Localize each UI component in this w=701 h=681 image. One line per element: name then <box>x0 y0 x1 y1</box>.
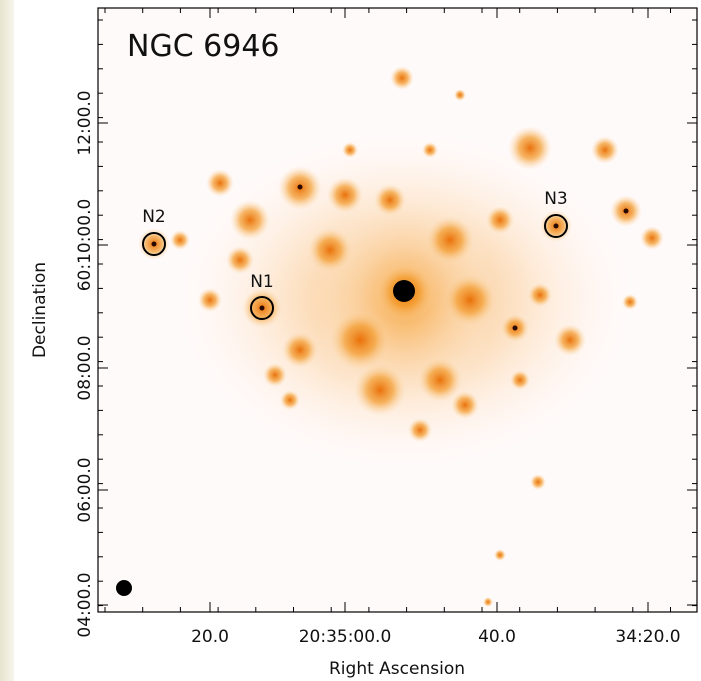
x-tick-label: 20.0 <box>191 627 229 647</box>
emission-blob <box>342 142 358 158</box>
y-axis-label: Declination <box>30 262 50 358</box>
x-axis-label: Right Ascension <box>329 659 465 679</box>
emission-blob <box>308 228 352 272</box>
x-tick-label: 34:20.0 <box>615 627 680 647</box>
y-tick-label: 08:00.0 <box>75 335 95 400</box>
emission-blob <box>198 288 222 312</box>
emission-blob <box>263 363 287 387</box>
emission-blob <box>327 177 363 213</box>
source-circle <box>142 232 166 256</box>
galaxy-image <box>138 66 664 607</box>
emission-blob <box>508 126 552 170</box>
emission-blob <box>530 474 546 490</box>
emission-blob <box>354 364 406 416</box>
compact-source <box>297 184 303 190</box>
emission-blob <box>510 370 530 390</box>
emission-blob <box>554 324 586 356</box>
compact-source <box>151 241 157 247</box>
compact-source <box>623 208 629 214</box>
compact-source <box>512 325 518 331</box>
emission-blob <box>486 206 514 234</box>
emission-blob <box>444 274 496 326</box>
source-label: N2 <box>142 207 166 227</box>
source-circle <box>544 214 568 238</box>
x-tick-label: 40.0 <box>478 627 516 647</box>
emission-blob <box>426 216 474 264</box>
emission-blob <box>528 283 552 307</box>
source-circles <box>142 214 568 320</box>
source-label: N1 <box>250 272 274 292</box>
emission-blob <box>282 332 318 368</box>
emission-blob <box>330 310 390 370</box>
emission-blob <box>494 549 506 561</box>
emission-blob <box>226 246 254 274</box>
emission-blob <box>640 226 664 250</box>
emission-blob <box>451 391 479 419</box>
emission-blob <box>408 418 432 442</box>
emission-blob <box>374 184 406 216</box>
source-circle <box>250 296 274 320</box>
tick-marks <box>98 8 697 612</box>
nucleus <box>393 280 415 302</box>
x-tick-label: 20:35:00.0 <box>299 627 392 647</box>
emission-blob <box>483 597 493 607</box>
emission-blob <box>206 169 234 197</box>
emission-blob <box>170 230 190 250</box>
emission-blob <box>591 136 619 164</box>
emission-blob <box>418 358 462 402</box>
source-label: N3 <box>544 189 568 209</box>
figure-title: NGC 6946 <box>127 29 280 64</box>
beam <box>116 580 132 596</box>
y-tick-label: 60:10:00.0 <box>75 199 95 292</box>
compact-source <box>259 305 265 311</box>
y-tick-label: 04:00.0 <box>75 572 95 637</box>
emission-blob <box>622 294 638 310</box>
y-tick-label: 06:00.0 <box>75 457 95 522</box>
emission-blob <box>390 66 414 90</box>
frame <box>97 7 698 613</box>
emission-blob <box>280 390 300 410</box>
emission-blob <box>230 200 270 240</box>
side-strip <box>0 0 14 681</box>
emission-blob <box>422 142 438 158</box>
emission-blob <box>454 89 466 101</box>
y-tick-label: 12:00.0 <box>75 90 95 155</box>
compact-source <box>553 223 559 229</box>
